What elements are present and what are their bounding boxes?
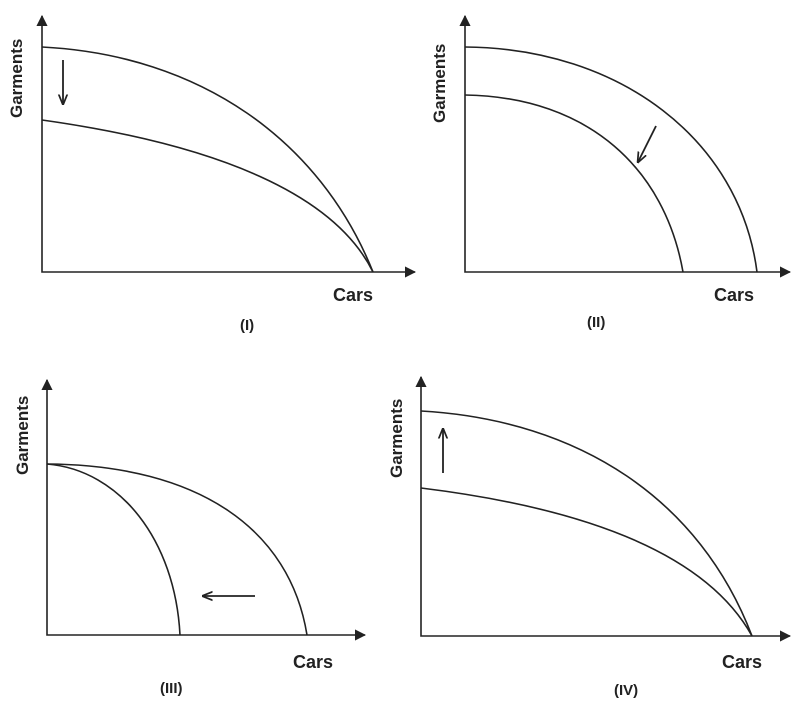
panel-3-label: (III) [160,680,183,697]
panel-1: Garments Cars (I) [7,14,417,334]
panel-3-original-ppf-curve [46,463,308,636]
panel-4-x-axis-label: Cars [722,652,762,672]
panel-3: Garments Cars (III) [13,378,367,697]
panel-1-x-axis-label: Cars [333,285,373,305]
panel-2-y-axis-label: Garments [430,44,449,123]
panel-2-label: (II) [587,314,605,331]
panel-3-x-axis-label: Cars [293,652,333,672]
panel-2-original-ppf-curve [464,46,758,273]
panel-2-shift-arrow [638,125,657,162]
panel-1-new-ppf-curve [41,119,374,273]
panel-3-axes [41,378,367,641]
panel-3-new-ppf-curve [46,463,181,636]
panel-1-label: (I) [240,317,254,334]
panel-1-axes [36,14,417,278]
panel-4-new-ppf-curve [420,410,753,637]
panel-4: Garments Cars (IV) [387,375,792,699]
panel-1-original-ppf-curve [41,46,374,273]
panel-2-x-axis-label: Cars [714,285,754,305]
panel-4-axes [415,375,792,642]
panel-4-y-axis-label: Garments [387,399,406,478]
panel-4-original-ppf-curve [420,487,753,637]
panel-2-axes [459,14,792,278]
panel-3-y-axis-label: Garments [13,396,32,475]
panel-1-y-axis-label: Garments [7,39,26,118]
panel-2: Garments Cars (II) [430,14,792,331]
panel-4-label: (IV) [614,682,638,699]
panel-2-new-ppf-curve [464,94,684,273]
